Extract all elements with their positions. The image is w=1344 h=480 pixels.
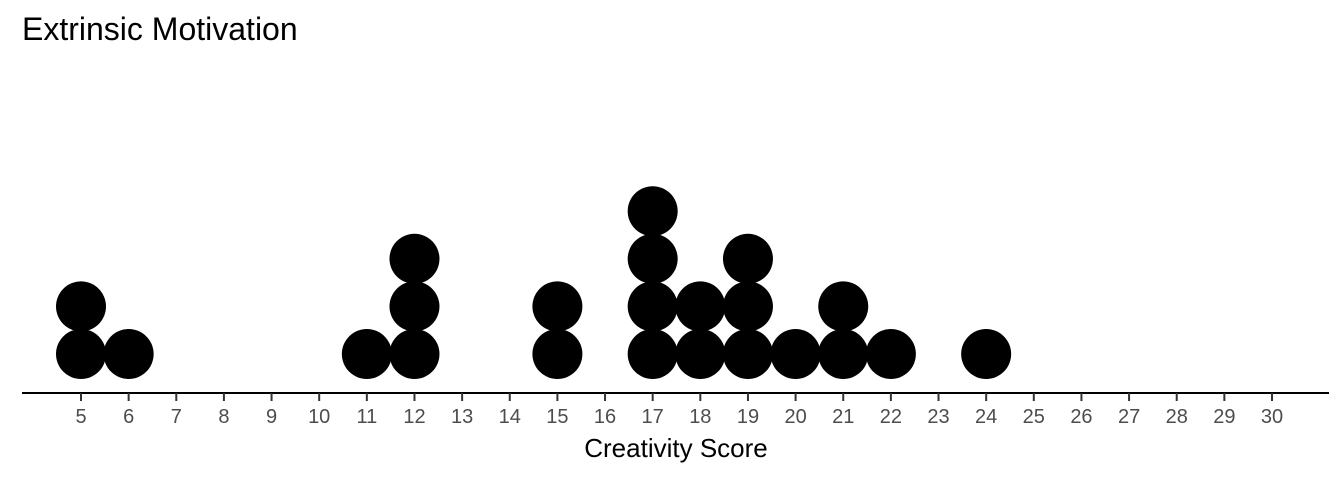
- dot: [722, 281, 773, 332]
- chart-title: Extrinsic Motivation: [22, 11, 298, 47]
- x-tick-label: 16: [594, 406, 616, 428]
- dot: [389, 233, 440, 284]
- x-tick-label: 22: [880, 406, 902, 428]
- x-tick-label: 15: [546, 406, 568, 428]
- dot: [722, 329, 773, 379]
- x-tick-label: 29: [1213, 406, 1235, 428]
- x-tick-label: 27: [1118, 406, 1140, 428]
- x-tick-label: 14: [499, 406, 521, 428]
- x-tick-label: 19: [737, 406, 759, 428]
- x-tick-label: 11: [356, 406, 377, 428]
- dot: [103, 329, 154, 379]
- x-tick-label: 18: [689, 406, 711, 428]
- x-tick-label: 10: [308, 406, 330, 428]
- x-tick-label: 8: [218, 406, 229, 428]
- dot: [627, 329, 678, 379]
- x-tick-label: 28: [1166, 406, 1188, 428]
- x-tick-label: 17: [642, 406, 664, 428]
- dot: [627, 233, 678, 284]
- dot: [627, 186, 678, 237]
- dot: [818, 281, 869, 332]
- x-tick-label: 30: [1261, 406, 1283, 428]
- x-tick-label: 20: [784, 406, 806, 428]
- x-tick-label: 13: [451, 406, 473, 428]
- dot: [722, 233, 773, 284]
- x-tick-label: 26: [1070, 406, 1092, 428]
- x-tick-label: 5: [75, 406, 86, 428]
- dot: [675, 329, 726, 379]
- x-tick-label: 12: [403, 406, 425, 428]
- dot: [56, 281, 106, 332]
- x-tick-label: 9: [266, 406, 277, 428]
- x-tick-label: 24: [975, 406, 997, 428]
- dot: [56, 329, 106, 379]
- dot: [389, 329, 440, 379]
- dot: [389, 281, 440, 332]
- dot: [865, 329, 916, 379]
- x-tick-label: 23: [927, 406, 949, 428]
- x-tick-label: 7: [171, 406, 182, 428]
- x-axis-ticks: 5 6 7 8 9 10 11 12 13 14 15 16 17 18 19 20 21 22 23 24 25 26 2…: [75, 393, 1283, 428]
- x-tick-label: 21: [832, 406, 854, 428]
- dot: [532, 329, 583, 379]
- dot: [818, 329, 869, 379]
- dots-group: [56, 186, 1012, 379]
- dot: [627, 281, 678, 332]
- dot: [770, 329, 821, 379]
- dot: [341, 329, 392, 379]
- x-axis-label: Creativity Score: [584, 433, 768, 463]
- x-tick-label: 25: [1023, 406, 1045, 428]
- dot: [675, 281, 726, 332]
- x-tick-label: 6: [123, 406, 134, 428]
- dot: [961, 329, 1012, 379]
- dot: [532, 281, 583, 332]
